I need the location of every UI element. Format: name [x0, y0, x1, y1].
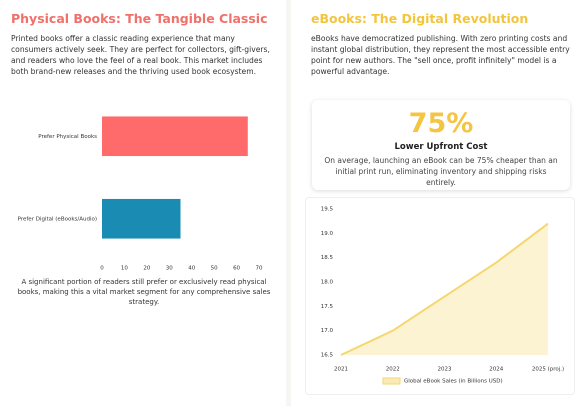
x-tick-label: 40 [188, 266, 195, 272]
chart-note: A significant portion of readers still p… [17, 278, 271, 306]
y-tick-label: 16.5 [321, 353, 334, 359]
x-tick-label: 2023 [438, 367, 452, 373]
x-tick-label: 30 [166, 266, 173, 272]
x-tick-label: 2024 [489, 367, 503, 373]
chart-panel [305, 197, 575, 395]
y-tick-label: 18.5 [321, 255, 334, 261]
card-text: Printed books offer a classic reading ex… [11, 34, 270, 76]
line [340, 222, 549, 356]
right-card: eBooks: The Digital Revolution eBooks ha… [291, 0, 588, 406]
legend-swatch [382, 377, 401, 385]
bar [102, 116, 248, 157]
left-card: Physical Books: The Tangible Classic Pri… [0, 0, 286, 406]
x-tick-label: 2022 [386, 367, 400, 373]
y-tick-label: 19.0 [321, 231, 334, 237]
area [341, 223, 548, 355]
card-title: eBooks: The Digital Revolution [311, 11, 529, 26]
y-tick-label: 17.0 [321, 328, 334, 334]
bar [102, 198, 181, 239]
y-tick-label: 18.0 [321, 280, 334, 286]
stat-card: 75% Lower Upfront Cost On average, launc… [312, 100, 570, 190]
x-tick-label: 70 [256, 266, 263, 272]
y-tick-label: Prefer Physical Books [38, 134, 97, 140]
y-tick-label: 19.5 [321, 207, 334, 213]
card-text: eBooks have democratized publishing. Wit… [311, 34, 570, 76]
x-tick-label: 2025 (proj.) [532, 367, 564, 373]
legend-label: Global eBook Sales (in Billions USD) [404, 379, 503, 385]
x-tick-label: 50 [211, 266, 218, 272]
x-tick-label: 2021 [334, 367, 348, 373]
stat-text: On average, launching an eBook can be 75… [324, 156, 558, 187]
y-tick-label: 17.5 [321, 304, 334, 310]
stat-label: Lower Upfront Cost [394, 142, 488, 152]
x-tick-label: 20 [143, 266, 150, 272]
card-title: Physical Books: The Tangible Classic [11, 11, 268, 26]
x-tick-label: 10 [121, 266, 128, 272]
x-tick-label: 60 [233, 266, 240, 272]
y-tick-label: Prefer Digital (eBooks/Audio) [18, 216, 97, 222]
stat-value: 75% [408, 108, 474, 139]
x-tick-label: 0 [100, 266, 104, 272]
